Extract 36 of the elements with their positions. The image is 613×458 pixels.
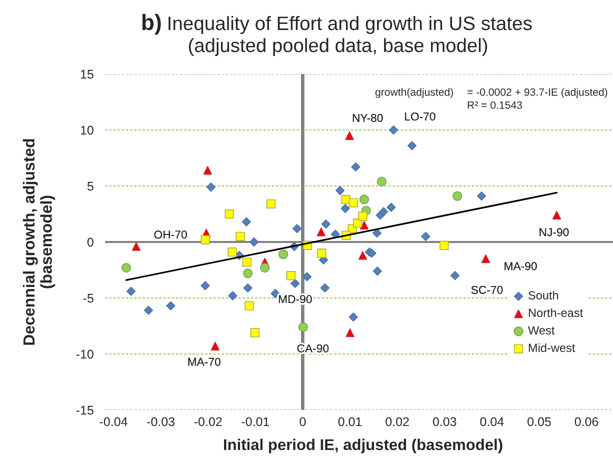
annotation: = -0.0002 + 93.7-IE (adjusted) (468, 88, 608, 98)
x-tick-label: 0.06 (574, 417, 598, 426)
y-tick-label: 15 (80, 70, 94, 79)
x-tick-label: 0.04 (480, 417, 504, 426)
annotation: SC-70 (471, 286, 503, 294)
annotation: MA-90 (504, 262, 537, 270)
chart-title: b) Inequality of Effort and growth in US states (142, 14, 532, 35)
y-tick-label: 10 (80, 126, 94, 135)
x-tick-label: -0.03 (147, 417, 175, 426)
legend-label: Mid-west (528, 343, 576, 352)
x-tick-label: 0.03 (432, 417, 456, 426)
annotation: LO-70 (405, 112, 436, 121)
legend-label: North-east (528, 308, 583, 318)
legend-label: South (528, 290, 558, 300)
x-tick-label: -0.04 (100, 417, 128, 426)
legend-label: West (528, 326, 555, 335)
annotation: R² = 0.1543 (468, 101, 522, 109)
annotation: growth(adjusted) (375, 88, 453, 98)
annotation: NY-80 (352, 114, 383, 122)
x-tick-label: 0.02 (386, 417, 409, 426)
x-tick-label: -0.02 (194, 417, 222, 426)
y-tick-label: -5 (83, 294, 94, 303)
y-tick-label: -10 (76, 350, 94, 359)
y-axis-title: Decennial growth, adjusted (basemodel) (22, 139, 56, 345)
annotation: MA-70 (188, 358, 220, 366)
chart-subtitle: (adjusted pooled data, base model) (188, 38, 488, 56)
y-tick-label: 5 (87, 182, 94, 191)
x-tick-label: -0.01 (242, 417, 270, 426)
x-axis-title: Initial period IE, adjusted (basemodel) (224, 438, 502, 454)
annotation: OH-70 (154, 230, 187, 239)
y-tick-label: 0 (87, 238, 94, 247)
y-tick-label: -15 (76, 406, 94, 415)
x-tick-label: 0 (300, 417, 306, 426)
x-tick-label: 0.01 (338, 417, 362, 426)
annotation: NJ-90 (540, 228, 569, 236)
x-tick-label: 0.05 (528, 417, 551, 426)
